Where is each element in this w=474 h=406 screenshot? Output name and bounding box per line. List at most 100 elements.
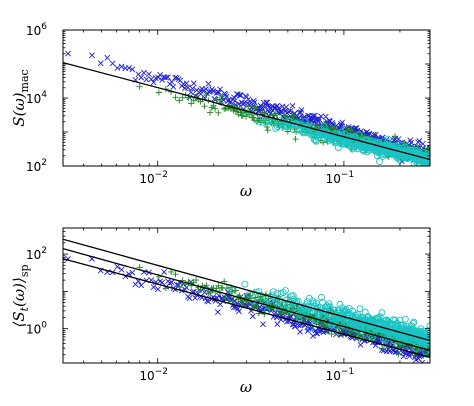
data-point	[235, 308, 242, 315]
data-point	[272, 110, 280, 117]
data-point	[424, 156, 430, 164]
fit-line-2	[63, 258, 430, 358]
data-point	[150, 284, 157, 291]
top-y-axis-label: S(ω)mac	[10, 69, 31, 126]
bottom-y-label-t: t	[18, 306, 31, 311]
data-point	[97, 60, 104, 67]
data-point	[295, 322, 302, 329]
data-point	[143, 76, 150, 83]
data-point	[129, 66, 136, 73]
data-point	[336, 300, 344, 308]
data-point	[288, 304, 296, 312]
y-tick-label: 104	[26, 90, 47, 106]
y-tick-exp: 2	[41, 158, 47, 168]
data-point	[203, 91, 210, 98]
y-tick-base: 10	[26, 160, 41, 174]
data-point	[369, 337, 376, 344]
data-point	[298, 106, 305, 113]
data-point	[221, 105, 228, 112]
bottom-y-axis-label: ⟨St(ω)⟩sp	[10, 264, 31, 327]
data-point	[327, 124, 334, 132]
data-point	[168, 78, 175, 85]
top-panel-marks	[63, 50, 430, 166]
data-point	[378, 309, 386, 317]
data-point	[155, 286, 161, 293]
data-point	[215, 109, 222, 116]
data-point	[138, 282, 145, 289]
data-point	[185, 84, 191, 91]
data-point	[312, 136, 320, 144]
data-point	[206, 109, 214, 116]
y-tick-exp: 6	[41, 22, 47, 32]
data-point	[265, 118, 273, 126]
data-point	[269, 288, 277, 296]
data-point	[401, 315, 409, 323]
x-tick-base: 10	[326, 369, 341, 383]
x-tick-label: 10−2	[139, 367, 168, 383]
bottom-x-axis-label: ω	[240, 378, 252, 396]
data-point	[290, 112, 298, 119]
fit-line-0	[63, 238, 430, 342]
x-tick-base: 10	[326, 172, 341, 186]
data-point	[425, 151, 430, 159]
data-point	[192, 295, 199, 301]
data-point	[282, 113, 289, 120]
data-point	[201, 289, 208, 296]
data-point	[325, 300, 333, 308]
data-point	[255, 288, 263, 296]
data-point	[214, 309, 221, 316]
data-point	[190, 80, 197, 87]
data-point	[243, 109, 250, 117]
data-point	[379, 346, 386, 353]
series-2	[243, 109, 430, 166]
y-tick-exp: 0	[41, 321, 47, 331]
data-point	[250, 97, 257, 104]
data-point	[292, 323, 299, 330]
data-point	[228, 286, 236, 294]
data-point	[385, 344, 393, 351]
data-point	[310, 299, 318, 307]
data-point	[223, 93, 230, 100]
data-point	[241, 280, 249, 288]
data-point	[339, 119, 346, 126]
data-point	[331, 123, 338, 131]
data-point	[212, 105, 219, 112]
data-point	[197, 286, 204, 293]
data-point	[272, 124, 280, 132]
data-point	[251, 99, 258, 106]
data-point	[424, 155, 430, 163]
data-point	[65, 50, 71, 57]
data-point	[315, 118, 322, 125]
data-point	[168, 279, 175, 286]
top-y-label-sub: mac	[18, 69, 31, 92]
data-point	[328, 330, 335, 338]
data-point	[172, 271, 179, 278]
data-point	[104, 54, 111, 61]
data-point	[237, 92, 244, 99]
data-point	[192, 277, 200, 284]
data-point	[213, 285, 220, 292]
data-point	[428, 165, 430, 166]
data-point	[176, 97, 183, 104]
data-point	[179, 94, 186, 101]
data-point	[316, 321, 323, 328]
series-0	[65, 255, 430, 363]
data-point	[426, 322, 430, 330]
data-point	[140, 69, 147, 76]
data-point	[136, 83, 143, 90]
x-tick-base: 10	[139, 369, 154, 383]
y-tick-base: 10	[26, 92, 41, 106]
y-tick-label: 102	[26, 158, 47, 174]
data-point	[366, 130, 373, 137]
data-point	[416, 137, 423, 144]
data-point	[318, 293, 325, 301]
fit-line-0	[63, 61, 430, 161]
x-tick-exp: −2	[155, 367, 168, 377]
data-point	[201, 103, 208, 110]
data-point	[168, 268, 175, 276]
data-point	[391, 133, 399, 140]
data-point	[313, 330, 320, 336]
